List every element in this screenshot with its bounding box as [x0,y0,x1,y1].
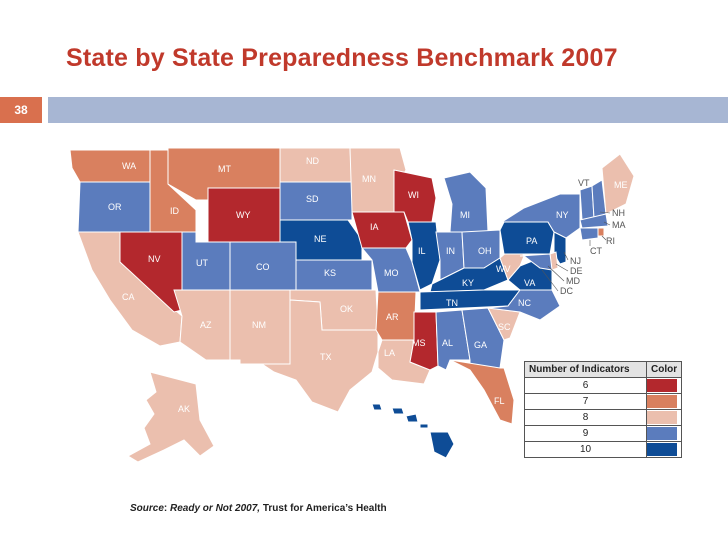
state-RI [597,227,605,237]
legend-swatch [647,395,677,408]
state-HI [371,403,455,459]
label-VT: VT [578,178,590,188]
label-AR: AR [386,312,399,322]
label-MS: MS [412,338,426,348]
legend-value: 7 [524,393,647,410]
state-IL [407,221,441,291]
label-CT: CT [590,246,602,256]
label-DC: DC [560,286,573,296]
state-MI [443,171,489,233]
state-TX [260,299,379,413]
source-label: Source [130,503,164,514]
label-NJ: NJ [570,256,581,266]
state-FL [449,359,515,425]
label-OK: OK [340,304,353,314]
state-MD [519,253,553,271]
label-MA: MA [612,220,626,230]
state-AK [126,371,215,463]
label-NC: NC [518,298,531,308]
legend-value: 10 [524,441,647,458]
label-CO: CO [256,262,270,272]
state-ME [601,153,635,215]
label-SD: SD [306,194,319,204]
label-WA: WA [122,161,136,171]
label-UT: UT [196,258,208,268]
label-NE: NE [314,234,327,244]
label-GA: GA [474,340,487,350]
source-org: Trust for America’s Health [262,503,387,514]
label-NY: NY [556,210,569,220]
source-title: Ready or Not 2007, [170,503,261,514]
slide-title: State by State Preparedness Benchmark 20… [66,44,618,72]
label-WI: WI [408,190,419,200]
label-IN: IN [446,246,455,256]
legend-swatch [647,427,677,440]
label-ME: ME [614,180,628,190]
legend-swatch [647,443,677,456]
state-CT [579,227,599,241]
label-WY: WY [236,210,251,220]
label-HI: HI [448,424,457,434]
state-WA [69,149,151,183]
label-MN: MN [362,174,376,184]
label-TN: TN [446,298,458,308]
legend-row: 6 [524,377,683,394]
label-MO: MO [384,268,399,278]
label-ID: ID [170,206,180,216]
label-VA: VA [524,278,535,288]
legend-swatch [647,379,677,392]
legend: Number of Indicators Color 6 7 8 9 10 [524,361,683,458]
legend-swatch [647,411,677,424]
legend-value: 9 [524,425,647,442]
label-MT: MT [218,164,231,174]
state-MA [579,213,609,229]
source-citation: Source: Ready or Not 2007, Trust for Ame… [130,503,387,514]
label-IA: IA [370,222,379,232]
label-NH: NH [612,208,625,218]
label-LA: LA [384,348,395,358]
label-WV: WV [496,264,511,274]
state-SD [279,181,353,221]
label-NM: NM [252,320,266,330]
label-RI: RI [606,236,615,246]
label-AZ: AZ [200,320,212,330]
label-OR: OR [108,202,122,212]
legend-row: 8 [524,409,683,426]
legend-row: 9 [524,425,683,442]
label-MI: MI [460,210,470,220]
label-TX: TX [320,352,332,362]
legend-value: 6 [524,377,647,394]
label-DE: DE [570,266,583,276]
legend-header-indicators: Number of Indicators [524,361,647,378]
label-KY: KY [462,278,474,288]
label-MD: MD [566,276,580,286]
title-bar [48,97,728,123]
label-SC: SC [498,322,511,332]
label-NV: NV [148,254,161,264]
slide-number: 38 [0,97,42,123]
legend-header-color: Color [645,361,683,378]
legend-row: 7 [524,393,683,410]
legend-row: 10 [524,441,683,458]
label-PA: PA [526,236,537,246]
label-AL: AL [442,338,453,348]
label-KS: KS [324,268,336,278]
label-FL: FL [494,396,505,406]
label-AK: AK [178,404,190,414]
state-IA [351,211,413,249]
label-IL: IL [418,246,426,256]
leader-lines [541,211,611,292]
label-CA: CA [122,292,135,302]
label-OH: OH [478,246,492,256]
legend-value: 8 [524,409,647,426]
label-ND: ND [306,156,319,166]
